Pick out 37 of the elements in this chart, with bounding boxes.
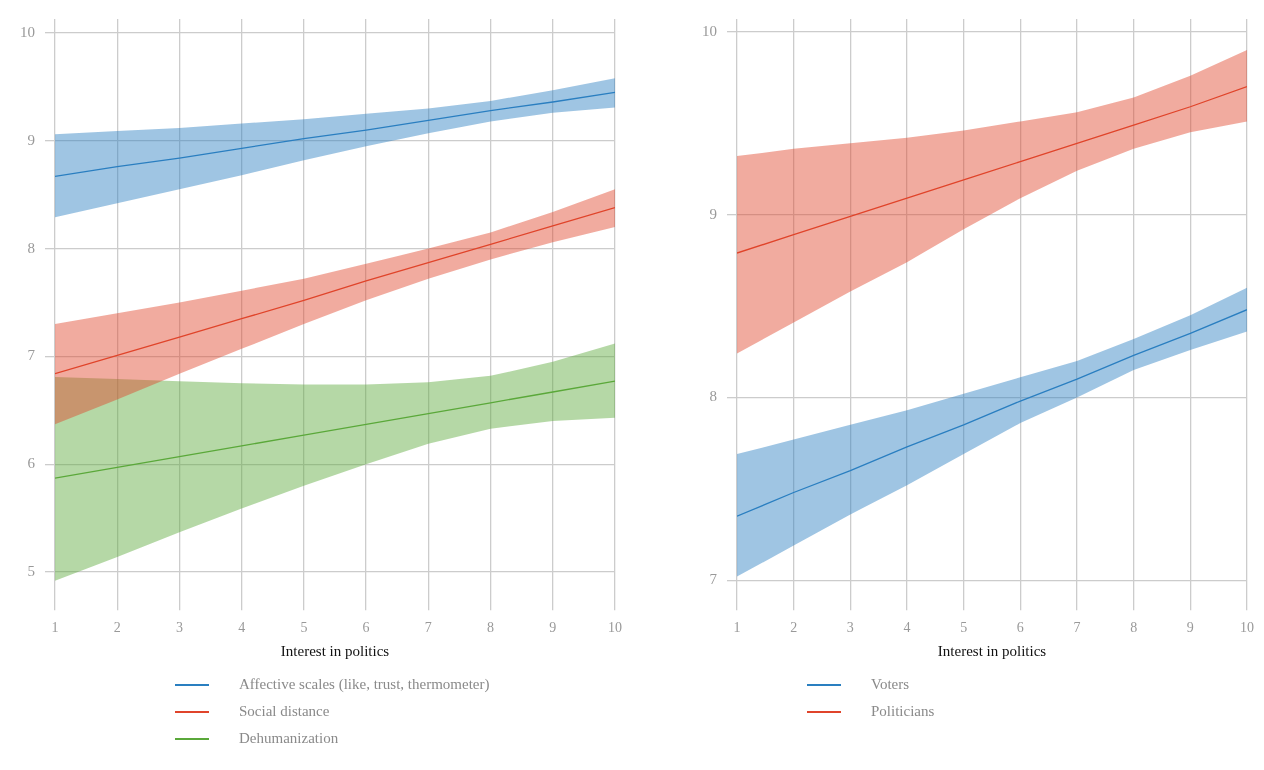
legend-label: Dehumanization — [239, 730, 339, 747]
x-axis-title: Interest in politics — [280, 642, 390, 659]
y-tick-label: 7 — [27, 347, 36, 364]
x-tick-label: 3 — [175, 620, 183, 636]
x-axis-title: Interest in politics — [937, 642, 1047, 659]
legend-label: Politicians — [871, 703, 935, 720]
x-tick-label: 6 — [362, 620, 370, 636]
x-tick-label: 1 — [733, 620, 741, 636]
legend-label: Affective scales (like, trust, thermometer) — [239, 676, 490, 693]
x-tick-label: 6 — [1016, 620, 1024, 636]
y-tick-label: 5 — [27, 562, 35, 579]
x-tick-label: 7 — [1073, 620, 1081, 636]
y-tick-label: 7 — [709, 571, 718, 588]
x-tick-label: 4 — [238, 620, 246, 636]
y-tick-label: 8 — [709, 388, 717, 405]
y-tick-label: 9 — [27, 131, 35, 148]
legend-label: Voters — [871, 676, 910, 693]
x-tick-label: 2 — [790, 620, 798, 636]
x-tick-label: 8 — [487, 620, 495, 636]
x-tick-label: 4 — [903, 620, 911, 636]
x-tick-label: 9 — [549, 620, 557, 636]
x-tick-label: 2 — [113, 620, 121, 636]
y-tick-label: 10 — [20, 23, 35, 40]
y-tick-label: 9 — [709, 205, 717, 222]
x-tick-label: 10 — [1240, 620, 1254, 636]
y-tick-label: 6 — [27, 455, 36, 472]
x-tick-label: 5 — [960, 620, 968, 636]
legend-label: Social distance — [239, 703, 330, 720]
x-tick-label: 7 — [424, 620, 432, 636]
x-tick-label: 5 — [300, 620, 308, 636]
y-tick-label: 8 — [27, 239, 35, 256]
x-tick-label: 10 — [608, 620, 622, 636]
y-tick-label: 10 — [702, 22, 717, 39]
x-tick-label: 9 — [1186, 620, 1194, 636]
x-tick-label: 8 — [1130, 620, 1138, 636]
x-tick-label: 1 — [51, 620, 59, 636]
x-tick-label: 3 — [846, 620, 854, 636]
